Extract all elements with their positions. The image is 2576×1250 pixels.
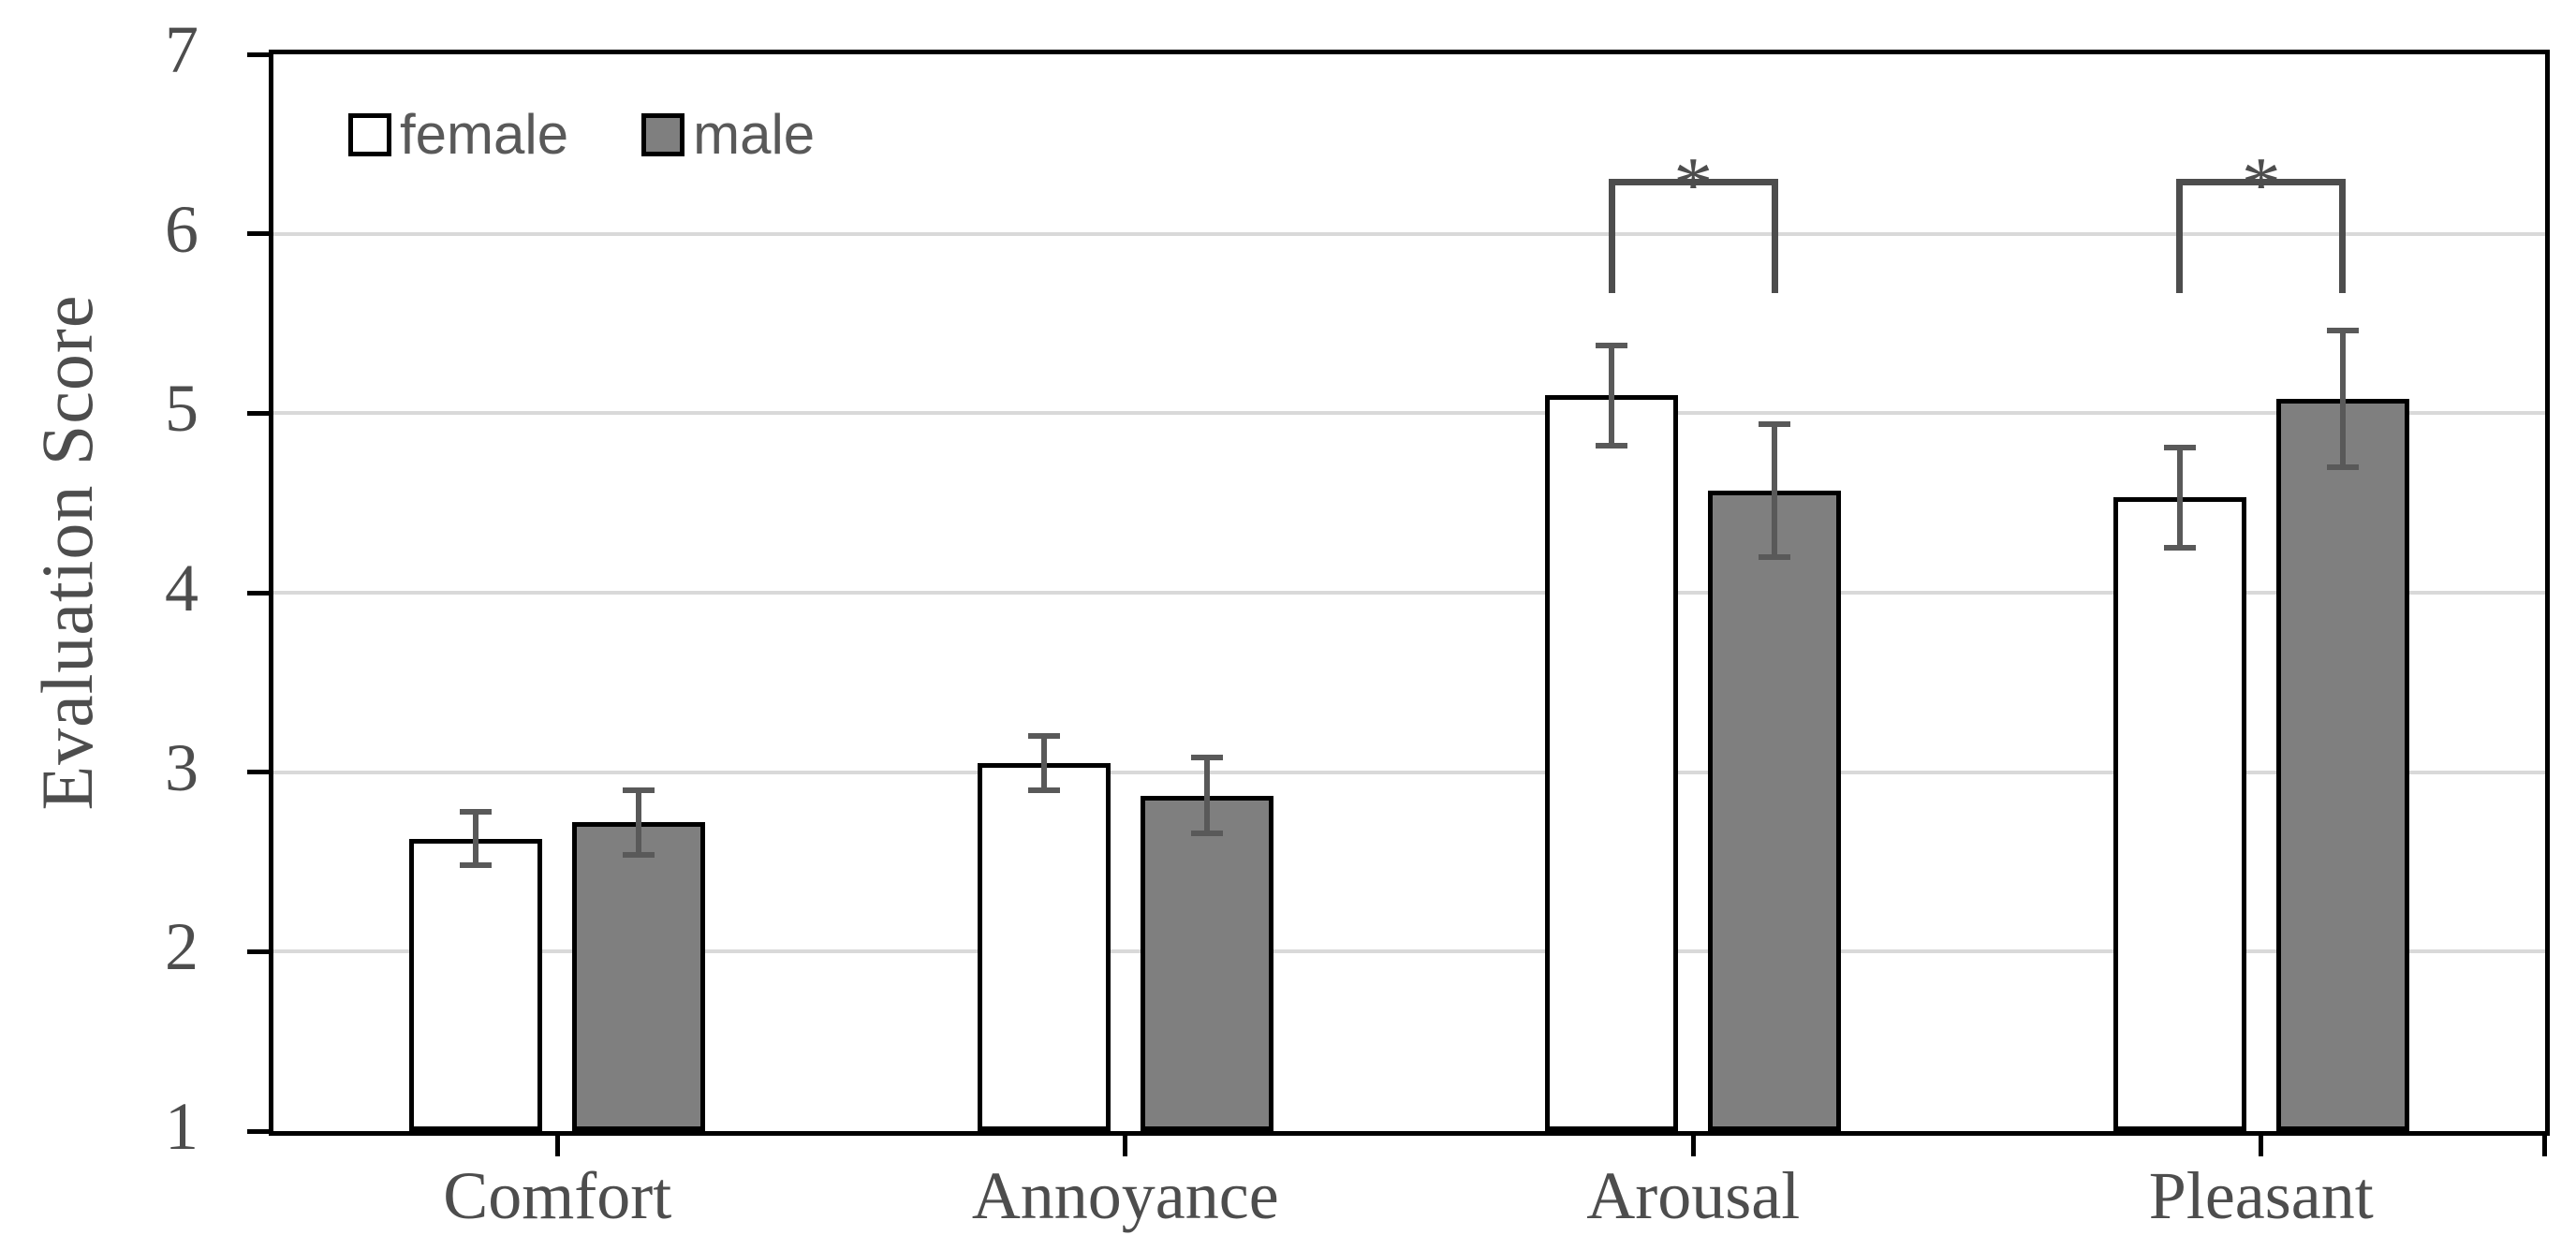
sig-bracket-leg-right-pleasant	[2339, 178, 2347, 293]
category-label-annoyance: Annoyance	[971, 1158, 1279, 1233]
error-bar-annoyance-male	[1203, 757, 1210, 833]
error-bar-annoyance-female	[1040, 736, 1047, 790]
significance-asterisk-arousal: *	[1673, 140, 1714, 228]
sig-bracket-top-pleasant	[2176, 178, 2347, 185]
category-label-arousal: Arousal	[1586, 1158, 1801, 1233]
significance-asterisk-pleasant: *	[2241, 140, 2281, 228]
bar-comfort-female	[409, 838, 543, 1131]
x-tick-comfort	[554, 1136, 560, 1156]
error-cap-bottom-pleasant-female	[2163, 545, 2196, 551]
error-cap-top-comfort-male	[623, 787, 655, 793]
y-tick-1	[247, 1128, 269, 1134]
bar-annoyance-female	[977, 763, 1111, 1131]
bar-annoyance-male	[1140, 795, 1273, 1131]
error-cap-top-comfort-female	[460, 808, 493, 815]
legend-swatch-male	[641, 113, 685, 156]
error-cap-top-pleasant-male	[2326, 328, 2359, 334]
error-cap-bottom-annoyance-male	[1190, 830, 1223, 836]
error-bar-pleasant-male	[2339, 331, 2346, 467]
legend-label-male: male	[693, 103, 816, 166]
category-label-pleasant: Pleasant	[2148, 1158, 2374, 1233]
error-cap-bottom-pleasant-male	[2326, 463, 2359, 470]
error-bar-pleasant-female	[2176, 447, 2183, 549]
y-tick-7	[247, 51, 269, 57]
y-tick-6	[247, 231, 269, 237]
sig-bracket-leg-right-arousal	[1771, 178, 1778, 293]
y-tick-3	[247, 770, 269, 775]
y-tick-2	[247, 949, 269, 954]
sig-bracket-top-arousal	[1608, 178, 1778, 185]
error-cap-bottom-annoyance-female	[1027, 787, 1060, 793]
error-cap-bottom-comfort-female	[460, 862, 493, 869]
error-cap-bottom-comfort-male	[623, 851, 655, 858]
x-tick-pleasant	[2259, 1136, 2264, 1156]
y-tick-4	[247, 590, 269, 596]
gridline-y3	[273, 770, 2545, 774]
error-bar-comfort-female	[473, 811, 479, 866]
y-tick-label-2: 2	[165, 909, 199, 985]
y-tick-label-6: 6	[165, 191, 199, 267]
legend-item-male: male	[641, 107, 815, 163]
x-tick-axis-end	[2542, 1136, 2547, 1156]
legend: female male	[348, 107, 815, 163]
legend-label-female: female	[400, 103, 569, 166]
error-cap-top-pleasant-female	[2163, 444, 2196, 450]
error-bar-comfort-male	[636, 789, 642, 855]
error-cap-top-arousal-male	[1759, 420, 1791, 427]
bar-arousal-female	[1545, 395, 1679, 1131]
error-bar-arousal-male	[1772, 423, 1778, 557]
error-bar-arousal-female	[1609, 345, 1615, 446]
sig-bracket-leg-left-pleasant	[2176, 178, 2184, 293]
bar-comfort-male	[572, 822, 706, 1131]
gridline-y5	[273, 411, 2545, 416]
plot-area: female male * *	[247, 50, 2550, 1156]
sig-bracket-leg-left-arousal	[1608, 178, 1615, 293]
y-tick-5	[247, 410, 269, 416]
category-label-comfort: Comfort	[443, 1158, 672, 1233]
bar-pleasant-female	[2112, 497, 2246, 1131]
gridline-y6	[273, 231, 2545, 236]
legend-item-female: female	[348, 107, 568, 163]
y-tick-label-3: 3	[165, 729, 199, 805]
gridline-y2	[273, 949, 2545, 954]
legend-swatch-female	[348, 113, 391, 156]
x-tick-arousal	[1690, 1136, 1696, 1156]
error-cap-top-annoyance-female	[1027, 733, 1060, 740]
error-cap-bottom-arousal-female	[1596, 442, 1628, 449]
y-tick-label-1: 1	[165, 1089, 199, 1164]
error-cap-bottom-arousal-male	[1759, 553, 1791, 560]
y-tick-label-4: 4	[165, 551, 199, 625]
error-cap-top-annoyance-male	[1190, 755, 1223, 761]
bar-arousal-male	[1708, 490, 1842, 1131]
x-tick-annoyance	[1123, 1136, 1128, 1156]
gridline-y4	[273, 591, 2545, 595]
error-cap-top-arousal-female	[1596, 342, 1628, 348]
y-tick-label-7: 7	[165, 12, 199, 87]
bar-pleasant-male	[2275, 399, 2409, 1131]
y-tick-label-5: 5	[165, 371, 199, 447]
